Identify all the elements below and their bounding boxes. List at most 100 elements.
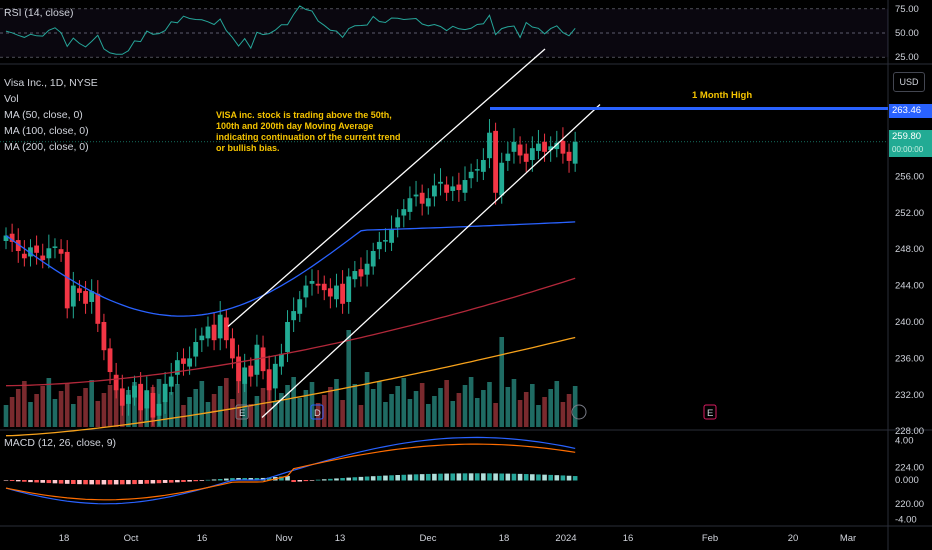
macd-histogram-bar (481, 473, 486, 481)
volume-bar (432, 396, 437, 427)
macd-histogram-bar (450, 473, 456, 481)
candle-body (327, 288, 333, 297)
candle-body (119, 388, 125, 406)
volume-bar (199, 381, 205, 427)
volume-bar (389, 394, 394, 427)
volume-bar (499, 337, 505, 427)
candle-body (297, 299, 303, 314)
volume-bar (487, 382, 492, 427)
ma200-label[interactable]: MA (200, close, 0) (4, 141, 89, 153)
candle-body (291, 311, 297, 321)
macd-histogram-bar (211, 479, 217, 481)
candle-body (272, 363, 278, 389)
volume-bar (456, 393, 462, 427)
month-high-label: 1 Month High (692, 90, 753, 101)
candle-body (9, 233, 15, 242)
macd-histogram-bar (542, 474, 547, 481)
candle-body (95, 293, 101, 324)
price-tick-label: 252.00 (895, 208, 924, 219)
macd-histogram-bar (40, 480, 46, 483)
macd-histogram-bar (89, 480, 94, 485)
candle-body (113, 374, 119, 391)
symbol-title[interactable]: Visa Inc., 1D, NYSE (4, 77, 98, 89)
candle-body (548, 146, 554, 150)
macd-histogram-bar (309, 480, 315, 481)
high-price-tag: 263.46 (889, 104, 932, 118)
macd-histogram-bar (193, 480, 199, 482)
macd-histogram-bar (352, 477, 358, 481)
macd-histogram-bar (95, 480, 101, 485)
volume-bar (419, 383, 425, 427)
macd-histogram-bar (58, 480, 64, 484)
macd-histogram-bar (46, 480, 52, 484)
volume-bar (205, 402, 211, 427)
macd-histogram-bar (560, 475, 566, 481)
ma50-label[interactable]: MA (50, close, 0) (4, 109, 83, 121)
candle-body (168, 376, 174, 387)
price-tick-label: 224.00 (895, 463, 924, 474)
volume-bar (279, 393, 284, 427)
macd-histogram-bar (334, 478, 339, 481)
earnings-marker (310, 404, 324, 420)
macd-histogram-bar (395, 475, 400, 481)
volume-bar (334, 379, 339, 427)
candle-body (193, 342, 199, 357)
candle-body (456, 184, 462, 191)
candle-body (425, 198, 431, 207)
x-axis-tick-label: 16 (197, 533, 208, 544)
macd-histogram-bar (474, 473, 480, 481)
price-tick-label: 232.00 (895, 390, 924, 401)
macd-histogram-bar (413, 474, 419, 481)
volume-bar (401, 378, 407, 427)
macd-histogram-bar (487, 473, 492, 481)
ma100-label[interactable]: MA (100, close, 0) (4, 125, 89, 137)
macd-histogram-bar (291, 480, 296, 483)
volume-bar (554, 381, 560, 427)
candle-body (505, 153, 511, 161)
candle-body (223, 317, 229, 341)
macd-histogram-bar (64, 480, 70, 484)
candle-body (352, 271, 358, 280)
candle-body (107, 348, 113, 373)
vol-label[interactable]: Vol (4, 93, 19, 105)
macd-histogram-bar (358, 476, 364, 481)
candle-body (542, 141, 547, 152)
candle-body (132, 385, 137, 398)
last-price-tag: 259.80 (889, 130, 932, 144)
volume-bar (107, 385, 113, 427)
event-marker-text: E (707, 408, 713, 419)
volume-bar (272, 401, 278, 427)
x-axis-tick-label: 13 (335, 533, 346, 544)
currency-button[interactable]: USD (893, 72, 925, 92)
price-tick-label: 228.00 (895, 426, 924, 437)
macd-histogram-bar (517, 473, 523, 481)
candle-body (211, 324, 217, 341)
volume-bar (230, 399, 235, 427)
candle-body (474, 169, 480, 171)
candle-body (487, 132, 492, 159)
macd-tick-label: -4.00 (895, 515, 917, 526)
candle-body (52, 246, 58, 248)
macd-histogram-bar (419, 474, 425, 481)
volume-bar (175, 384, 180, 427)
signal-line (5, 443, 576, 501)
earnings-marker (235, 404, 249, 420)
macd-histogram-bar (468, 473, 474, 481)
candle-body (560, 140, 566, 154)
candle-body (138, 383, 144, 411)
candle-body (89, 291, 95, 302)
rsi-line (5, 5, 576, 55)
candle-body (174, 360, 180, 375)
volume-bar (462, 385, 468, 427)
macd-line (5, 436, 576, 505)
macd-histogram-bar (346, 477, 352, 481)
candle-body (279, 353, 284, 367)
volume-bar (187, 397, 192, 427)
volume-bar (193, 389, 199, 427)
macd-histogram-bar (462, 473, 468, 481)
candle-body (58, 249, 64, 254)
price-tick-label: 248.00 (895, 244, 924, 255)
macd-histogram-bar (401, 474, 407, 481)
volume-bar (315, 403, 321, 427)
